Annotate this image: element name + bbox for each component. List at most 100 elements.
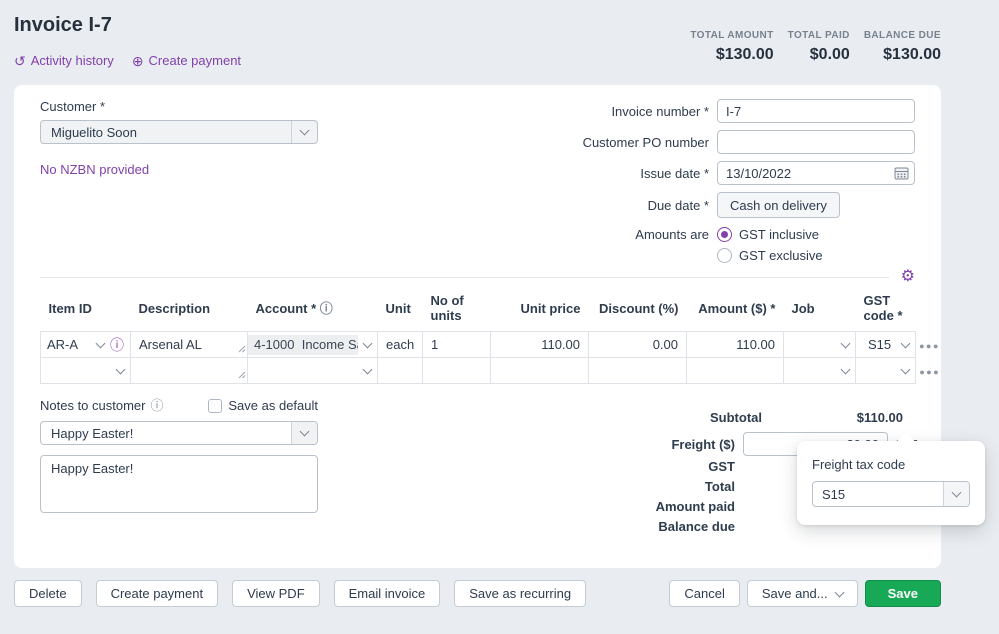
chevron-down-icon[interactable] — [362, 338, 373, 348]
amount-cell[interactable]: 110.00 — [686, 331, 784, 358]
issue-date-label: Issue date * — [640, 165, 709, 181]
top-area: Customer * Miguelito Soon No NZBN provid… — [40, 99, 915, 263]
account-cell[interactable] — [247, 357, 378, 384]
item-id-cell[interactable] — [40, 357, 131, 384]
freight-tax-code-value: S15 — [822, 486, 846, 502]
chevron-down-icon[interactable] — [840, 364, 851, 374]
notes-textarea[interactable]: Happy Easter! — [40, 455, 318, 513]
balance-due-value: $130.00 — [883, 46, 941, 63]
save-button[interactable]: Save — [864, 580, 941, 607]
customer-select[interactable]: Miguelito Soon — [40, 120, 318, 144]
gst-inclusive-radio[interactable]: GST inclusive — [717, 227, 915, 242]
gear-icon[interactable]: ⚙ — [900, 268, 915, 285]
create-payment-button[interactable]: Create payment — [95, 580, 219, 607]
gst-code-cell[interactable]: S15 — [855, 331, 916, 358]
chevron-down-icon[interactable] — [900, 338, 911, 348]
unit-cell[interactable] — [377, 357, 423, 384]
invoice-number-input[interactable] — [717, 99, 915, 123]
balance-due-label: BALANCE DUE — [863, 30, 941, 41]
description-cell[interactable] — [130, 357, 248, 384]
invoice-form-card: Customer * Miguelito Soon No NZBN provid… — [14, 85, 941, 568]
subtotal-label: Subtotal — [710, 409, 762, 425]
activity-history-label: Activity history — [30, 53, 114, 68]
chevron-down-icon[interactable] — [291, 121, 317, 143]
col-unit: Unit — [385, 300, 411, 316]
table-header-row: Item ID Description Account * ⓘ Unit No … — [41, 289, 944, 332]
gst-code-value: S15 — [868, 337, 892, 352]
freight-tax-code-select[interactable]: S15 — [812, 481, 970, 507]
amount-paid-label: Amount paid — [655, 498, 735, 514]
job-cell[interactable] — [783, 357, 856, 384]
notes-preset-select[interactable]: Happy Easter! — [40, 421, 318, 445]
total-amount: TOTAL AMOUNT $130.00 — [690, 30, 773, 64]
account-cell[interactable]: 4-1000 Income Sa — [247, 331, 378, 358]
discount-cell[interactable]: 0.00 — [588, 331, 687, 358]
create-payment-link[interactable]: ⊕ Create payment — [132, 53, 241, 68]
resize-grip-icon[interactable] — [238, 367, 246, 382]
header-links: ↺ Activity history ⊕ Create payment — [14, 53, 941, 68]
table-row: AR-A ⓘ Arsenal AL 4-1000 Income Sa — [40, 331, 944, 358]
gst-label: GST — [708, 458, 735, 474]
footer-actions: Delete Create payment View PDF Email inv… — [14, 580, 941, 607]
info-icon[interactable]: ⓘ — [319, 300, 333, 316]
gst-exclusive-label: GST exclusive — [739, 248, 823, 263]
amounts-are-label: Amounts are — [635, 227, 709, 242]
col-account: Account * ⓘ — [255, 300, 333, 316]
chevron-down-icon[interactable] — [840, 338, 851, 348]
unit-price-cell[interactable] — [490, 357, 589, 384]
save-as-recurring-button[interactable]: Save as recurring — [454, 580, 587, 607]
info-icon[interactable]: ⓘ — [150, 398, 164, 413]
bottom-area: Notes to customer ⓘ Save as default Happ… — [40, 398, 918, 536]
balance-due-label: Balance due — [658, 518, 735, 534]
no-of-units-cell[interactable]: 1 — [422, 331, 491, 358]
resize-grip-icon[interactable] — [238, 341, 246, 356]
item-id-value: AR-A — [47, 337, 79, 352]
calendar-icon[interactable] — [894, 166, 909, 183]
unit-price-cell[interactable]: 110.00 — [490, 331, 589, 358]
row-menu-button[interactable]: ●●● — [919, 367, 941, 377]
description-value: Arsenal AL — [139, 337, 202, 352]
nzbn-link[interactable]: No NZBN provided — [40, 162, 150, 177]
col-unit-price: Unit price — [520, 300, 581, 316]
no-of-units-cell[interactable] — [422, 357, 491, 384]
chevron-down-icon[interactable] — [943, 482, 969, 506]
col-discount: Discount (%) — [599, 300, 679, 316]
email-invoice-button[interactable]: Email invoice — [333, 580, 441, 607]
checkbox-icon — [208, 398, 223, 413]
col-item-id: Item ID — [48, 300, 92, 316]
chevron-down-icon[interactable] — [362, 364, 373, 374]
chevron-down-icon[interactable] — [115, 364, 126, 374]
delete-button[interactable]: Delete — [14, 580, 82, 607]
chevron-down-icon[interactable] — [900, 364, 911, 374]
unit-cell[interactable]: each — [377, 331, 423, 358]
description-cell[interactable]: Arsenal AL — [130, 331, 248, 358]
gst-code-cell[interactable] — [855, 357, 916, 384]
footer-left-buttons: Delete Create payment View PDF Email inv… — [14, 580, 587, 607]
view-pdf-button[interactable]: View PDF — [232, 580, 320, 607]
issue-date-input[interactable] — [717, 161, 915, 185]
page-title: Invoice I-7 — [14, 14, 112, 36]
customer-select-value: Miguelito Soon — [51, 124, 137, 140]
row-menu-button[interactable]: ●●● — [919, 341, 940, 351]
plus-circle-icon: ⊕ — [131, 52, 144, 69]
gst-exclusive-radio[interactable]: GST exclusive — [717, 248, 915, 263]
chevron-down-icon — [834, 587, 845, 597]
col-job: Job — [791, 300, 815, 316]
activity-history-link[interactable]: ↺ Activity history — [14, 53, 114, 68]
chevron-down-icon[interactable] — [291, 422, 317, 444]
chevron-down-icon[interactable] — [95, 338, 106, 348]
total-amount-label: TOTAL AMOUNT — [690, 30, 774, 41]
item-info-icon[interactable]: ⓘ — [110, 336, 124, 353]
cancel-button[interactable]: Cancel — [669, 580, 740, 607]
create-payment-label: Create payment — [148, 53, 242, 68]
divider — [40, 276, 889, 278]
save-and-button[interactable]: Save and... — [746, 580, 858, 607]
discount-cell[interactable] — [588, 357, 687, 384]
due-date-button[interactable]: Cash on delivery — [717, 192, 840, 218]
customer-po-input[interactable] — [717, 130, 915, 154]
amount-cell[interactable] — [686, 357, 784, 384]
job-cell[interactable] — [783, 331, 856, 358]
save-as-default-checkbox[interactable]: Save as default — [208, 398, 318, 413]
total-amount-value: $130.00 — [715, 46, 774, 63]
item-id-cell[interactable]: AR-A ⓘ — [40, 331, 131, 358]
